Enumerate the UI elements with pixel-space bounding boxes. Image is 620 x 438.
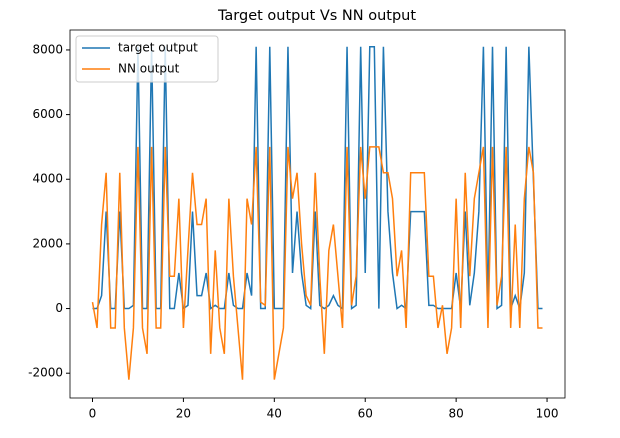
x-tick-label: 60 (358, 407, 373, 421)
x-tick-label: 40 (267, 407, 282, 421)
legend-label: NN output (118, 62, 180, 76)
y-tick-label: 2000 (32, 236, 63, 250)
y-tick-label: 8000 (32, 42, 63, 56)
x-tick-label: 100 (536, 407, 559, 421)
series-line (91, 146, 543, 380)
x-tick-label: 0 (89, 407, 97, 421)
y-tick-label: 0 (55, 301, 63, 315)
legend-box (75, 35, 219, 83)
y-tick-label: -2000 (28, 366, 63, 380)
chart-title: Target output Vs NN output (217, 8, 416, 24)
y-tick-label: 6000 (32, 107, 63, 121)
x-tick-label: 20 (176, 407, 191, 421)
series-line (92, 45, 543, 310)
plot-frame (69, 29, 566, 399)
legend-label: target output (118, 41, 198, 55)
x-tick-label: 80 (448, 407, 463, 421)
y-tick-label: 4000 (32, 172, 63, 186)
